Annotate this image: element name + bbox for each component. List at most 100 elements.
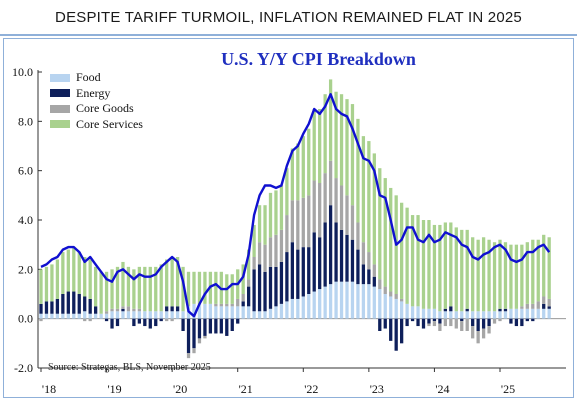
legend: Food Energy Core Goods Core Services (50, 70, 143, 132)
bar-core-services (405, 207, 409, 304)
bar-food (61, 313, 65, 319)
bar-food (345, 281, 349, 319)
bar-energy (460, 318, 464, 322)
bar-core-services (542, 234, 546, 297)
bar-core-goods (547, 298, 551, 307)
bar-core-services (165, 259, 169, 307)
bar-energy (339, 229, 344, 282)
bar-core-goods (542, 296, 546, 304)
bar-food (208, 303, 213, 319)
bar-energy (514, 318, 519, 327)
bar-core-services (268, 192, 273, 238)
bar-food (421, 308, 426, 319)
bar-core-services (536, 239, 540, 302)
bar-food (318, 289, 322, 319)
bar-food (525, 308, 529, 319)
bar-core-services (192, 271, 196, 304)
bar-energy (247, 286, 251, 307)
bar-core-services (531, 239, 535, 304)
bar-energy (547, 306, 551, 309)
bar-energy (410, 318, 415, 322)
bar-core-goods (268, 237, 273, 267)
bar-food (328, 284, 333, 319)
x-tick-label: '18 (42, 382, 56, 396)
bar-core-goods (465, 318, 469, 331)
bar-food (197, 303, 202, 319)
bar-food (39, 313, 43, 319)
x-tick-label: '19 (107, 382, 121, 396)
bar-energy (312, 232, 316, 292)
bar-core-goods (339, 185, 344, 230)
bar-core-goods (328, 160, 333, 206)
bar-core-services (175, 257, 180, 307)
bar-core-services (312, 109, 316, 181)
bar-food (383, 294, 387, 319)
legend-item-food: Food (50, 70, 143, 86)
bar-core-goods (427, 323, 431, 327)
bar-food (432, 308, 437, 319)
bar-core-services (471, 237, 475, 312)
bar-core-goods (372, 264, 376, 277)
bar-food (72, 313, 76, 319)
bar-core-services (503, 242, 508, 309)
bar-core-services (88, 259, 92, 299)
bar-core-services (432, 224, 437, 309)
bar-energy (427, 318, 431, 324)
bar-core-services (525, 242, 529, 304)
bar-food (219, 306, 223, 319)
bar-core-services (230, 274, 234, 304)
bar-core-goods (296, 200, 300, 250)
bar-food (137, 311, 141, 319)
y-tick-label: 4.0 (18, 213, 33, 227)
bar-core-services (132, 269, 136, 309)
bar-core-services (170, 257, 174, 307)
bar-food (192, 303, 196, 319)
bar-energy (143, 318, 147, 327)
bar-food (241, 306, 245, 319)
bar-energy (356, 249, 360, 285)
bar-energy (334, 222, 338, 282)
bar-food (290, 298, 294, 319)
bar-food (503, 311, 508, 319)
bar-core-services (350, 104, 355, 206)
bar-core-services (389, 187, 393, 292)
bar-core-services (345, 99, 349, 196)
bar-core-services (356, 118, 360, 223)
bar-energy (328, 205, 333, 285)
bar-core-services (421, 220, 426, 309)
bar-food (339, 281, 344, 319)
bar-food (121, 311, 125, 319)
bar-energy (438, 318, 442, 324)
bar-food (170, 311, 174, 319)
bar-food (492, 311, 497, 319)
bar-food (225, 306, 229, 319)
bar-core-services (378, 168, 382, 280)
bar-food (514, 308, 519, 319)
bar-core-goods (481, 328, 486, 339)
bar-core-goods (476, 331, 480, 344)
bar-core-services (104, 271, 109, 312)
bar-core-goods (83, 318, 87, 322)
bar-energy (115, 318, 120, 327)
bar-core-services (55, 259, 60, 299)
bar-food (460, 311, 464, 319)
bar-energy (208, 318, 213, 334)
bar-energy (421, 318, 426, 329)
bar-core-services (476, 239, 480, 312)
bar-energy (66, 291, 70, 314)
bar-energy (154, 318, 158, 327)
bar-core-services (481, 237, 486, 312)
bar-food (181, 311, 185, 319)
bar-food (230, 306, 234, 319)
bar-food (400, 301, 404, 319)
bar-core-goods (290, 200, 294, 243)
bar-core-goods (39, 318, 43, 322)
bar-energy (132, 318, 136, 327)
bar-energy (449, 306, 453, 312)
bar-food (531, 308, 535, 319)
legend-item-energy: Energy (50, 86, 143, 102)
bar-core-services (247, 249, 251, 280)
bar-core-goods (487, 326, 491, 334)
bar-core-goods (126, 306, 131, 312)
bar-core-goods (471, 326, 475, 339)
